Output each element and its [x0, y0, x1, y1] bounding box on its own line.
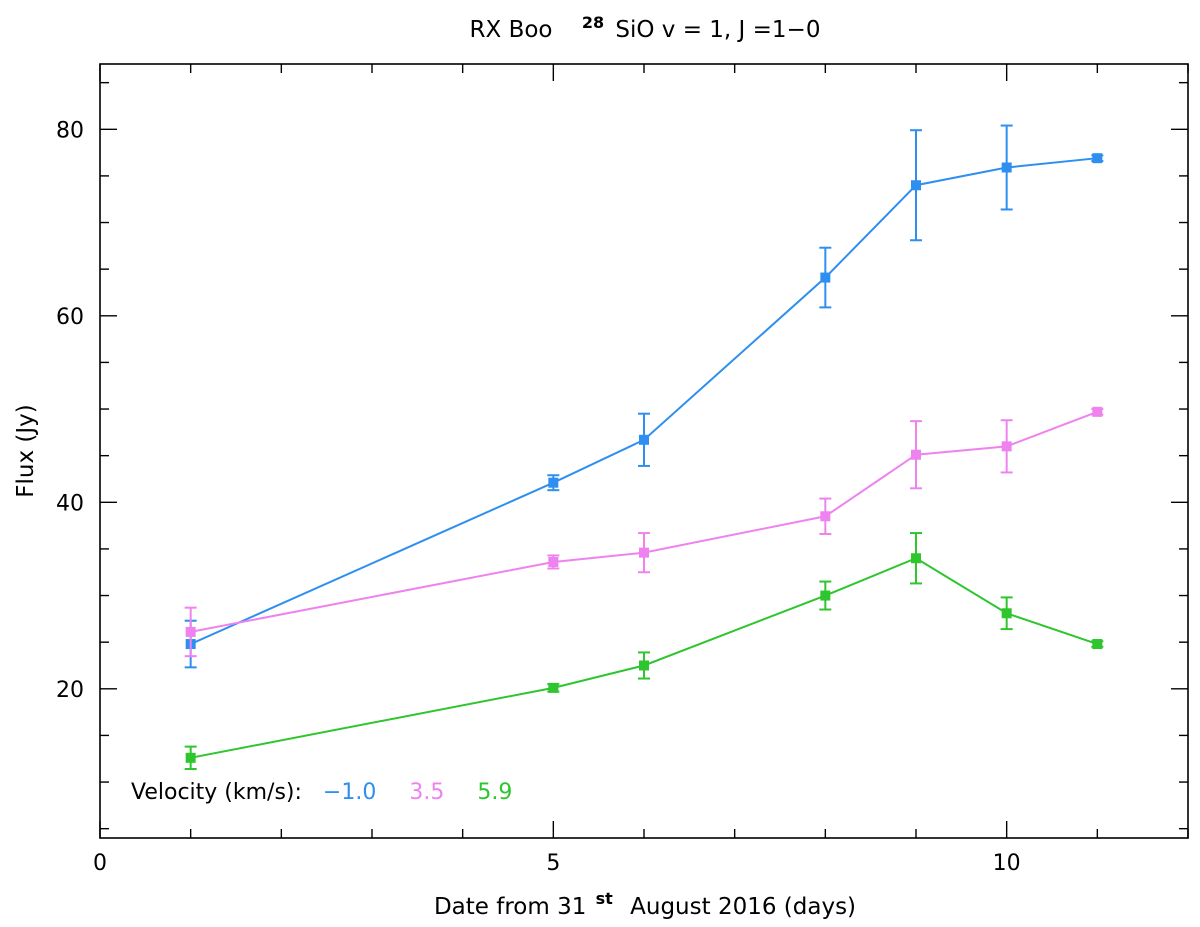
data-point — [639, 547, 649, 558]
legend-title: Velocity (km/s): — [131, 780, 302, 805]
data-point — [820, 272, 831, 283]
series-0 — [184, 124, 1104, 669]
y-tick-label: 80 — [56, 118, 84, 143]
data-point — [639, 660, 649, 671]
x-tick-label: 0 — [93, 851, 107, 876]
title-suffix: SiO v = 1, J =1−0 — [615, 17, 820, 43]
x-tick-label: 5 — [546, 851, 560, 876]
data-point — [185, 626, 196, 637]
x-axis-label: Date from 31 st August 2016 (days) — [434, 884, 856, 920]
series-layer — [184, 124, 1104, 770]
data-point — [1092, 406, 1103, 417]
data-point — [548, 556, 559, 567]
data-point — [1001, 608, 1012, 619]
data-point — [911, 180, 921, 191]
data-point — [1092, 153, 1103, 164]
data-point — [820, 590, 831, 601]
y-axis-label: Flux (Jy) — [13, 404, 39, 497]
legend-entry-2: 5.9 — [477, 780, 512, 805]
chart-title: RX Boo 28 SiO v = 1, J =1−0 — [470, 8, 821, 43]
legend-entry-1: 3.5 — [409, 780, 444, 805]
y-tick-label: 60 — [56, 305, 84, 330]
series-1 — [184, 406, 1104, 658]
data-point — [548, 477, 559, 488]
xlabel-suffix: August 2016 (days) — [630, 894, 856, 920]
data-point — [639, 434, 649, 445]
xlabel-prefix: Date from 31 — [434, 894, 586, 920]
data-point — [911, 449, 921, 460]
y-tick-label: 40 — [56, 491, 84, 516]
data-point — [1001, 441, 1012, 452]
data-point — [548, 682, 559, 693]
y-tick-label: 20 — [56, 678, 84, 703]
data-point — [820, 511, 831, 522]
title-prefix: RX Boo — [470, 17, 553, 43]
xlabel-superscript: st — [596, 889, 614, 908]
title-isotope-superscript: 28 — [582, 13, 604, 32]
data-point — [1001, 162, 1012, 173]
data-point — [911, 553, 921, 564]
axes: 0 5 10 20 40 60 80 — [56, 64, 1189, 876]
data-point — [185, 752, 196, 763]
legend-entry-0: −1.0 — [323, 780, 376, 805]
legend: Velocity (km/s): −1.0 3.5 5.9 — [131, 780, 512, 805]
x-tick-label: 10 — [993, 851, 1021, 876]
data-point — [1092, 639, 1103, 650]
series-2 — [184, 532, 1104, 770]
